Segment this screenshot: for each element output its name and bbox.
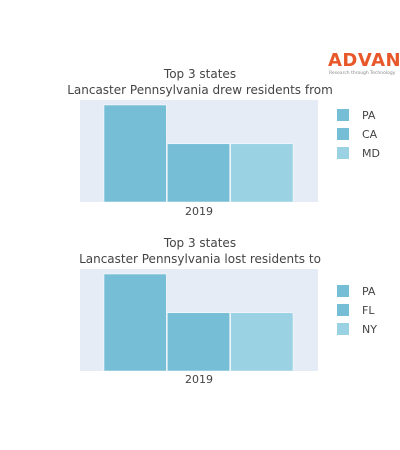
chart-subtitle: Lancaster Pennsylvania lost residents to <box>79 252 321 266</box>
legend-item-pa[interactable]: PA <box>337 285 376 298</box>
legend-label: FL <box>362 304 375 317</box>
legend-item-md[interactable]: MD <box>337 147 380 160</box>
legend-swatch <box>337 304 349 316</box>
chart-1: Top 3 states Lancaster Pennsylvania drew … <box>67 67 380 218</box>
legend-label: PA <box>362 109 376 122</box>
advan-logo: ADVAN Research through Technology <box>328 52 400 78</box>
legend-item-pa[interactable]: PA <box>337 109 376 122</box>
bar-fl[interactable] <box>167 312 230 372</box>
legend-item-ny[interactable]: NY <box>337 323 377 336</box>
bar-pa[interactable] <box>103 273 167 372</box>
legend-item-ca[interactable]: CA <box>337 128 378 141</box>
bar-ny[interactable] <box>230 312 294 372</box>
bar-md[interactable] <box>230 143 294 203</box>
legend-swatch <box>337 109 349 121</box>
x-tick-label: 2019 <box>185 205 213 218</box>
bar-ca[interactable] <box>167 143 230 203</box>
legend-swatch <box>337 285 349 297</box>
x-tick-label: 2019 <box>185 373 213 386</box>
chart-title: Top 3 states <box>163 236 236 250</box>
legend-item-fl[interactable]: FL <box>337 304 375 317</box>
legend-label: NY <box>362 323 377 336</box>
chart-subtitle: Lancaster Pennsylvania drew residents fr… <box>67 83 333 97</box>
logo-wordmark: ADVAN <box>328 50 400 71</box>
chart-2: Top 3 states Lancaster Pennsylvania lost … <box>79 236 377 386</box>
legend-swatch <box>337 128 349 140</box>
legend-label: MD <box>362 147 380 160</box>
legend-swatch <box>337 147 349 159</box>
chart-title: Top 3 states <box>163 67 236 81</box>
legend-label: PA <box>362 285 376 298</box>
legend-swatch <box>337 323 349 335</box>
bar-pa[interactable] <box>103 104 167 203</box>
logo-tagline: Research through Technology <box>329 71 396 76</box>
legend-label: CA <box>362 128 378 141</box>
